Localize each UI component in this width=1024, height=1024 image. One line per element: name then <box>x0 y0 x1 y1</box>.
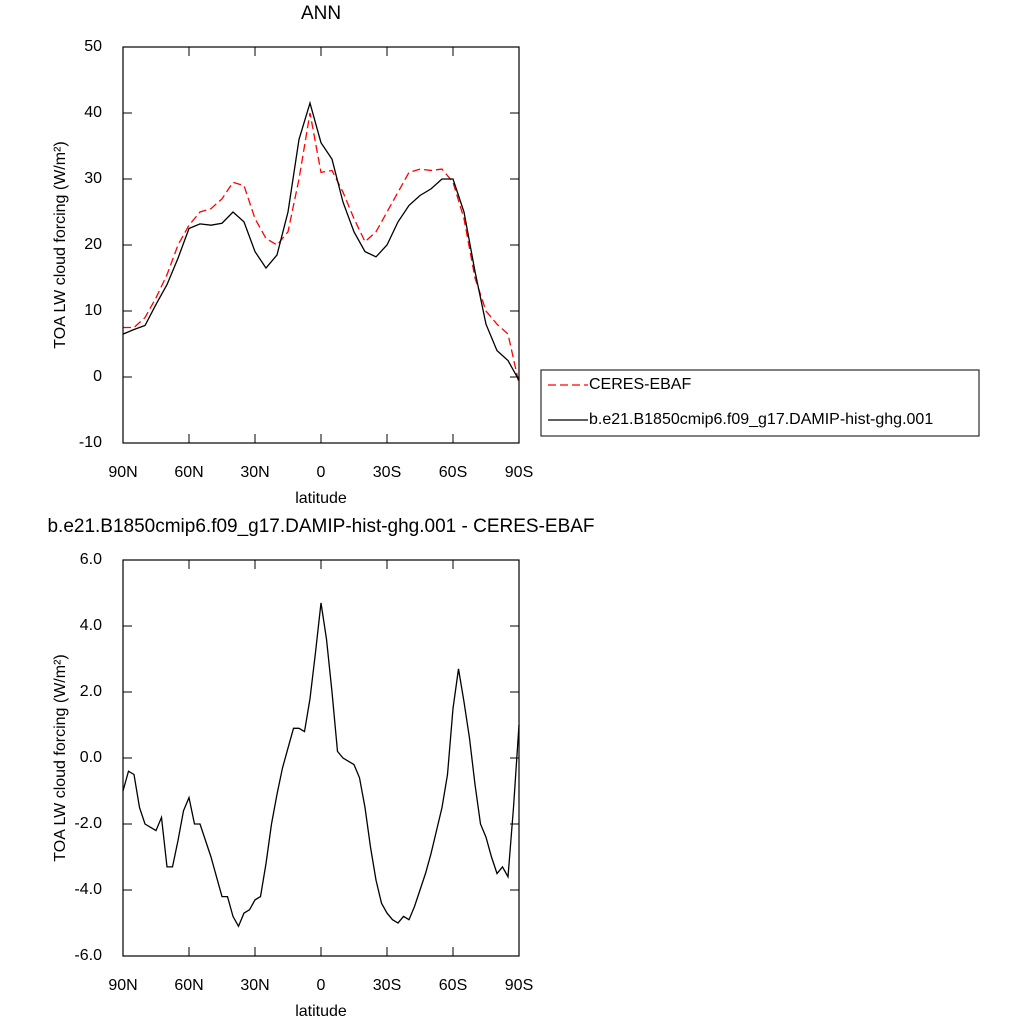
x-tick-label: 30S <box>373 977 401 994</box>
y-tick-label: 6.0 <box>80 551 102 568</box>
y-tick-label: 50 <box>84 38 102 55</box>
x-tick-label: 90S <box>505 464 533 481</box>
x-tick-label: 90S <box>505 977 533 994</box>
x-axis-label: latitude <box>295 490 347 507</box>
y-tick-label: 2.0 <box>80 683 102 700</box>
y-tick-label: -4.0 <box>74 881 102 898</box>
x-tick-label: 30S <box>373 464 401 481</box>
y-tick-label: 4.0 <box>80 617 102 634</box>
y-axis-label: TOA LW cloud forcing (W/m²) <box>52 654 69 861</box>
y-tick-label: 30 <box>84 170 102 187</box>
y-tick-label: -6.0 <box>74 947 102 964</box>
x-tick-label: 0 <box>317 977 326 994</box>
x-tick-label: 60N <box>174 464 203 481</box>
y-tick-label: -2.0 <box>74 815 102 832</box>
x-tick-label: 60S <box>439 464 467 481</box>
x-axis-label: latitude <box>295 1003 347 1020</box>
panel: ANN latitude TOA LW cloud forcing (W/m²) 90… <box>52 3 980 507</box>
data-line <box>122 100 520 381</box>
legend-label: b.e21.B1850cmip6.f09_g17.DAMIP-hist-ghg.… <box>589 411 933 428</box>
x-tick-label: 90N <box>108 464 137 481</box>
plot-frame <box>122 559 520 957</box>
chart-title: ANN <box>301 3 341 24</box>
y-tick-label: 20 <box>84 236 102 253</box>
data-line <box>123 112 520 384</box>
x-tick-label: 60S <box>439 977 467 994</box>
y-tick-label: 10 <box>84 302 102 319</box>
legend-box <box>540 369 980 437</box>
legend-label: CERES-EBAF <box>589 376 691 393</box>
y-tick-label: 40 <box>84 104 102 121</box>
y-tick-label: 0.0 <box>80 749 102 766</box>
x-tick-label: 30N <box>240 464 269 481</box>
x-tick-label: 0 <box>317 464 326 481</box>
chart-title: b.e21.B1850cmip6.f09_g17.DAMIP-hist-ghg.… <box>47 516 594 537</box>
y-tick-label: -10 <box>79 434 102 451</box>
plot-frame <box>122 46 520 444</box>
data-line <box>122 602 520 928</box>
panel: b.e21.B1850cmip6.f09_g17.DAMIP-hist-ghg.… <box>47 516 594 1020</box>
x-tick-label: 60N <box>174 977 203 994</box>
x-tick-label: 30N <box>240 977 269 994</box>
x-tick-label: 90N <box>108 977 137 994</box>
y-axis-label: TOA LW cloud forcing (W/m²) <box>52 141 69 348</box>
y-tick-label: 0 <box>93 368 102 385</box>
